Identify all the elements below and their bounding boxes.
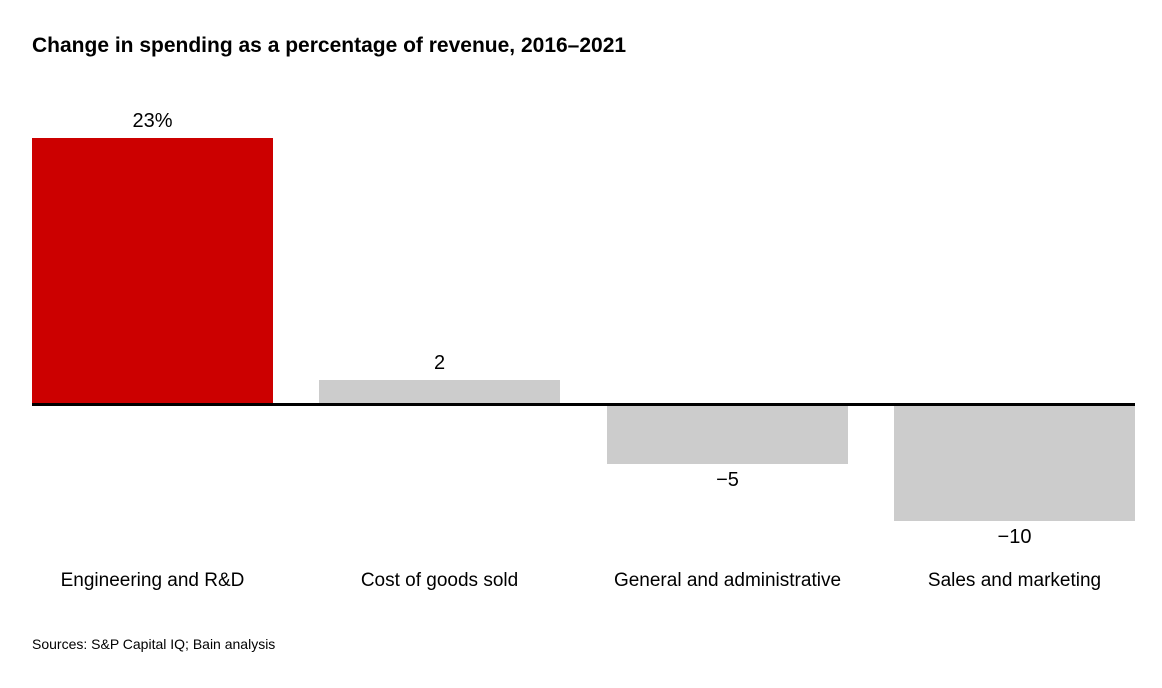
category-label-general-and-administrative: General and administrative (613, 570, 842, 591)
category-label-sales-and-marketing: Sales and marketing (927, 570, 1102, 591)
zero-axis-line (32, 403, 1135, 406)
bar-general-and-administrative (607, 406, 848, 464)
category-label-cost-of-goods-sold: Cost of goods sold (360, 570, 519, 591)
chart-title: Change in spending as a percentage of re… (32, 34, 627, 57)
value-label-engineering-and-randd: 23% (132, 110, 173, 132)
value-label-cost-of-goods-sold: 2 (433, 352, 446, 374)
bar-sales-and-marketing (894, 406, 1135, 521)
value-label-general-and-administrative: −5 (716, 469, 739, 491)
source-note: Sources: S&P Capital IQ; Bain analysis (32, 636, 276, 652)
bar-engineering-and-randd (32, 138, 273, 403)
category-label-engineering-and-randd: Engineering and R&D (60, 570, 245, 591)
bar-chart: 23% Engineering and R&D 2 Cost of goods sol… (32, 100, 1136, 600)
bar-cost-of-goods-sold (319, 380, 560, 403)
value-label-sales-and-marketing: −10 (997, 526, 1032, 548)
